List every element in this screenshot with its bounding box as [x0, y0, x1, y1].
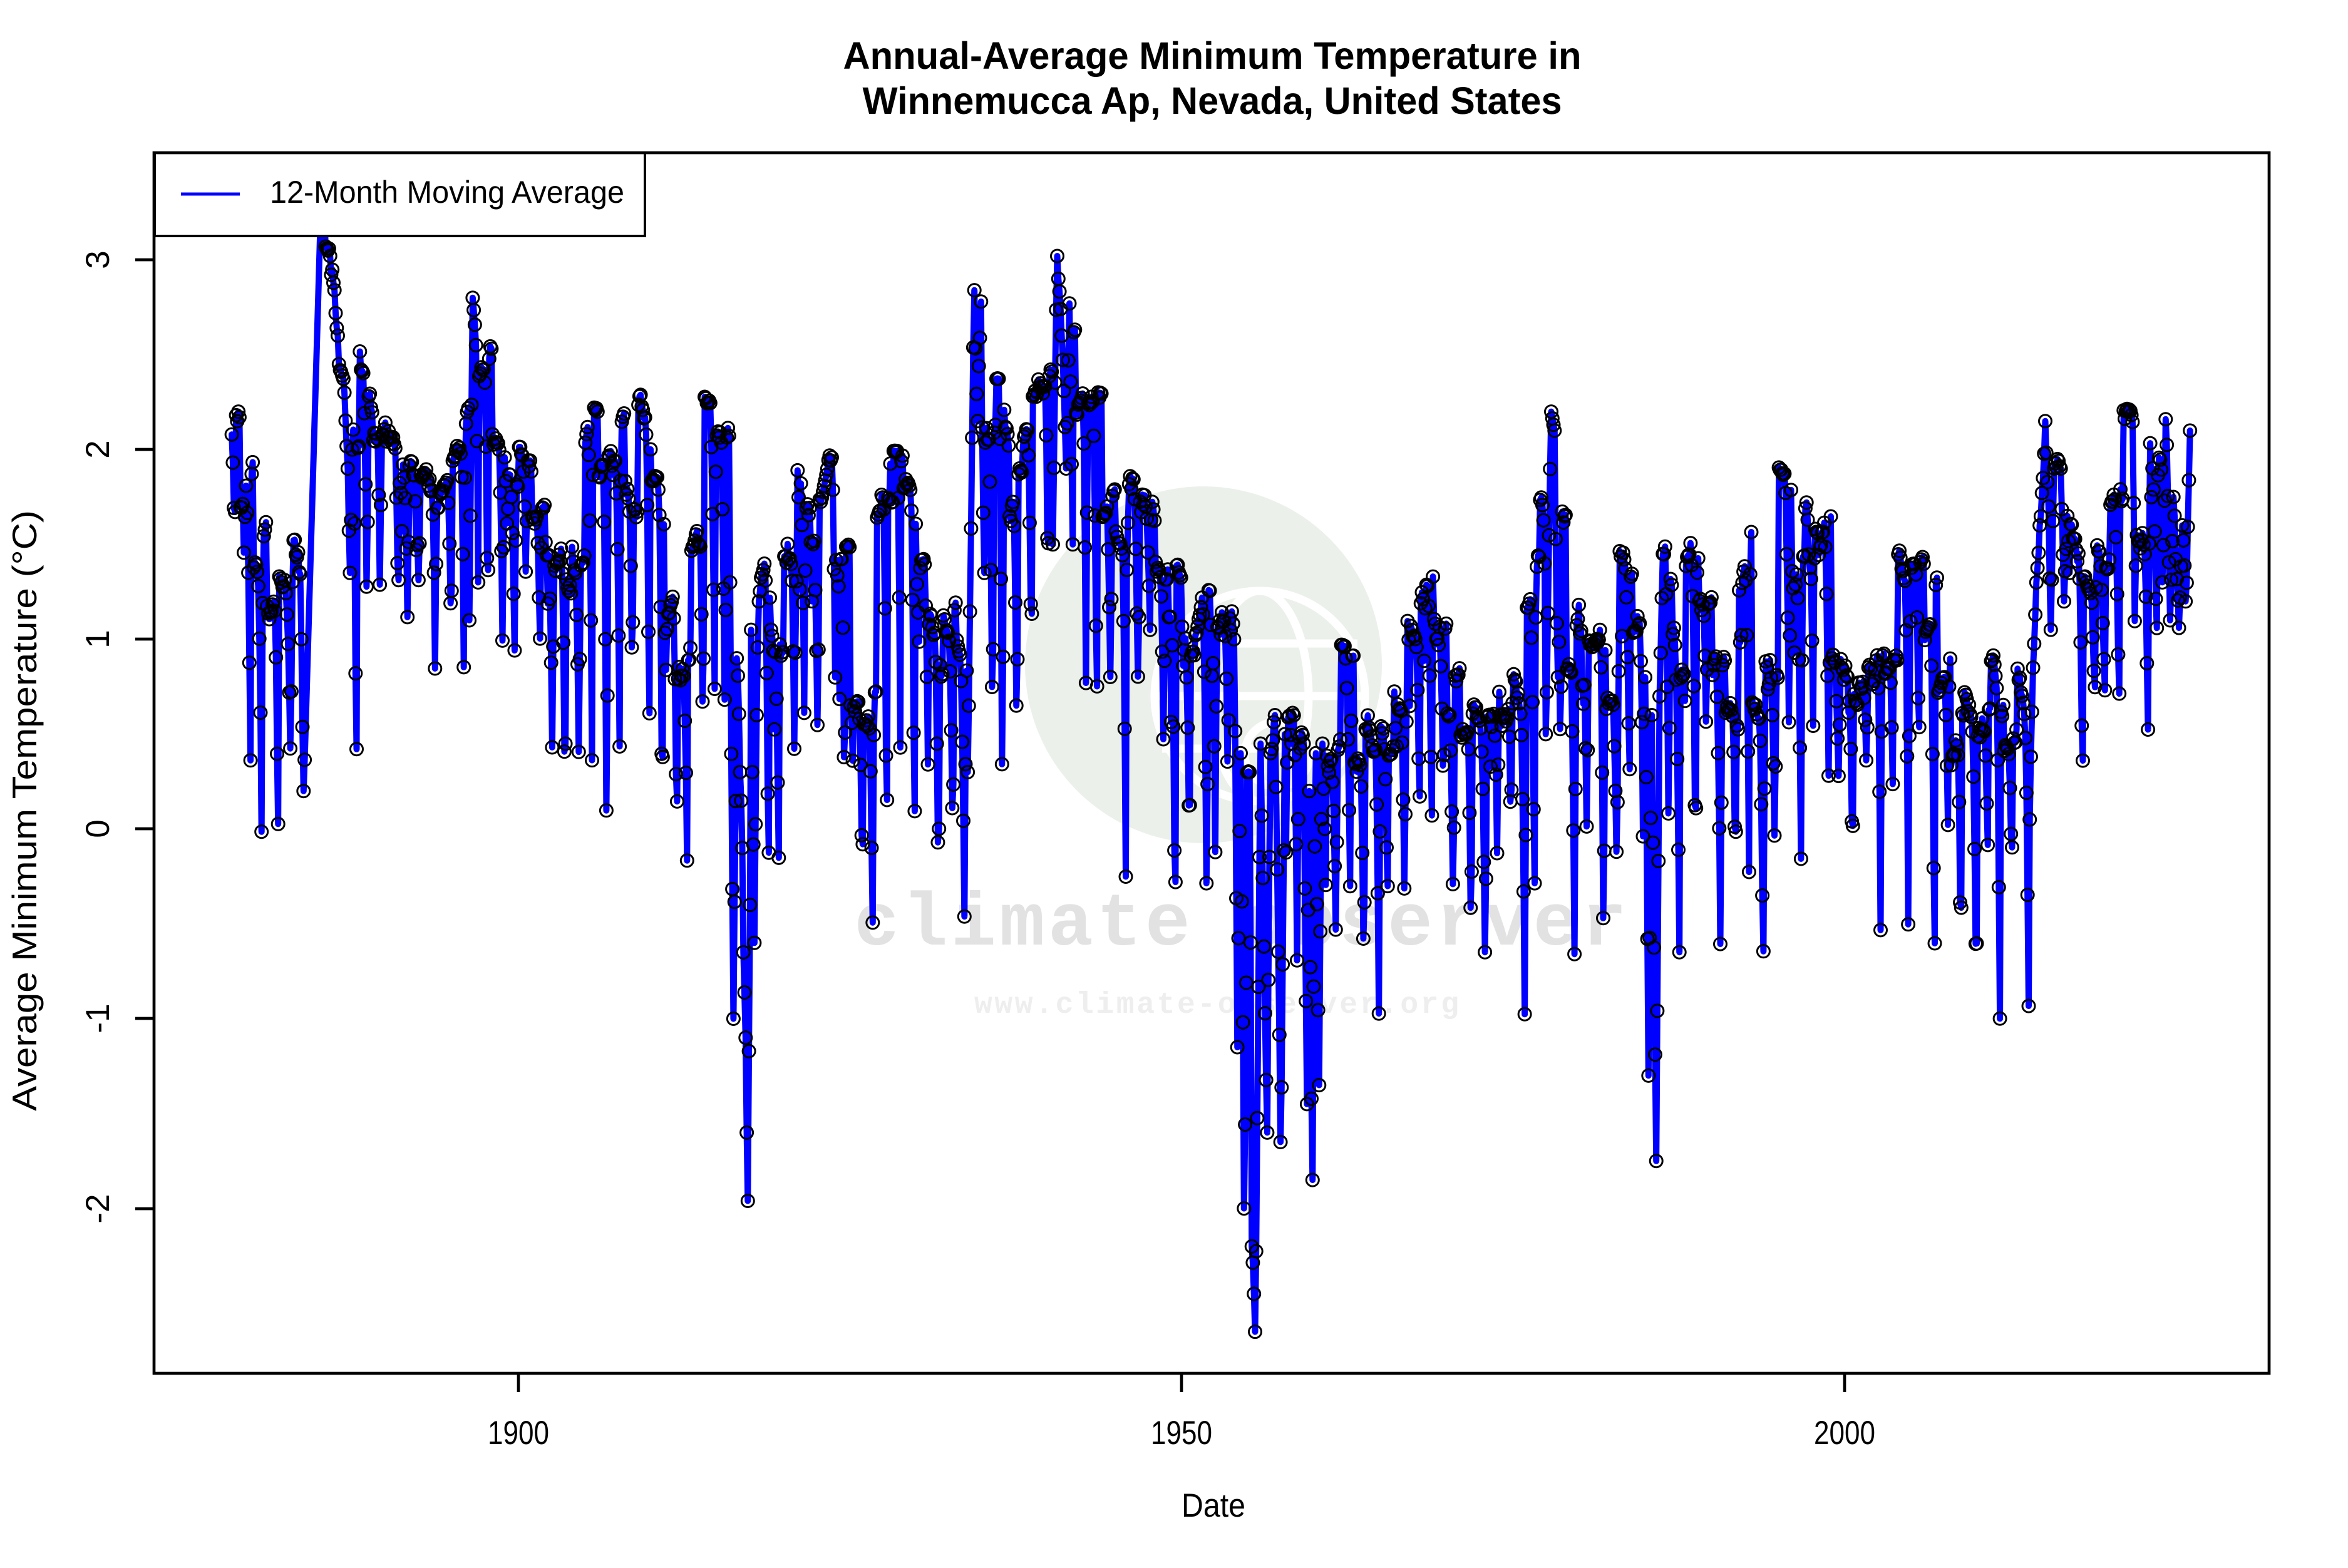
svg-text:Annual-Average Minimum Tempera: Annual-Average Minimum Temperature in [843, 34, 1582, 77]
svg-text:0: 0 [80, 819, 116, 838]
svg-text:Date: Date [1182, 1487, 1245, 1524]
svg-text:3: 3 [80, 250, 116, 269]
svg-text:12-Month Moving Average: 12-Month Moving Average [270, 175, 624, 210]
svg-text:-1: -1 [80, 1003, 116, 1033]
svg-text:-2: -2 [80, 1194, 116, 1223]
svg-text:2000: 2000 [1814, 1415, 1875, 1452]
svg-text:1: 1 [80, 630, 116, 648]
svg-text:Average Minimum Temperature (°: Average Minimum Temperature (°C) [5, 510, 44, 1111]
svg-text:1950: 1950 [1151, 1415, 1212, 1452]
svg-text:Winnemucca Ap, Nevada, United: Winnemucca Ap, Nevada, United States [863, 79, 1562, 122]
svg-text:2: 2 [80, 440, 116, 458]
svg-text:1900: 1900 [488, 1415, 549, 1452]
